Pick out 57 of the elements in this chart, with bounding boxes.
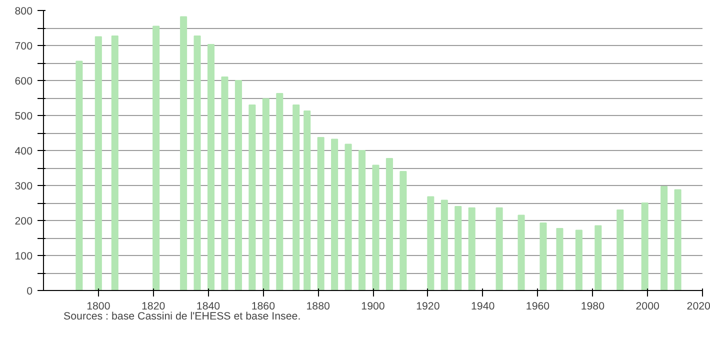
bar (358, 150, 366, 290)
y-tick-label: 300 (14, 180, 33, 192)
y-tick-label: 400 (14, 146, 33, 158)
x-tick-label: 1880 (306, 300, 330, 312)
x-tick-label: 1900 (361, 300, 385, 312)
bar (180, 16, 188, 290)
bar (262, 98, 270, 290)
bar (221, 76, 228, 290)
bar (468, 207, 476, 290)
bar (372, 164, 380, 290)
bar (194, 36, 201, 290)
y-tick-label: 500 (14, 110, 33, 122)
bar (674, 189, 682, 290)
bar (76, 60, 83, 290)
bar (641, 202, 648, 290)
bar (248, 104, 256, 290)
y-tick-label: 100 (14, 250, 33, 262)
bar (518, 214, 525, 290)
y-tick-label: 800 (14, 6, 33, 18)
y-tick-label: 600 (14, 76, 33, 88)
x-tick-label: 2000 (636, 300, 660, 312)
y-tick-label: 0 (26, 286, 33, 298)
bar (317, 137, 324, 290)
bar (94, 36, 102, 290)
x-tick-label: 1840 (196, 300, 220, 312)
bar (344, 144, 352, 290)
bar (594, 225, 602, 290)
bar (292, 104, 300, 290)
bar (575, 230, 582, 290)
x-tick-label: 2020 (686, 300, 710, 312)
bar (400, 171, 407, 290)
x-tick-label: 1980 (580, 300, 605, 312)
x-tick-label: 1800 (86, 300, 110, 312)
bar (207, 44, 215, 290)
bar (616, 210, 624, 290)
bar (111, 36, 118, 290)
bar (440, 200, 448, 290)
bar (386, 158, 393, 290)
x-tick-label: 1820 (141, 300, 166, 312)
bar (152, 26, 160, 290)
bar (454, 206, 462, 290)
bar (556, 228, 564, 290)
x-tick-label: 1940 (470, 300, 495, 312)
source-note: Sources : base Cassini de l'EHESS et base Insee. (64, 310, 301, 322)
bar (304, 110, 311, 290)
y-tick-label: 200 (14, 216, 33, 228)
x-tick-label: 1860 (251, 300, 276, 312)
bar (331, 138, 338, 290)
x-tick-label: 1920 (416, 300, 440, 312)
y-tick-label: 700 (14, 40, 33, 52)
x-tick-label: 1960 (526, 300, 550, 312)
bar (660, 186, 668, 290)
bar (276, 92, 284, 290)
bar (427, 196, 434, 290)
bar (234, 80, 242, 290)
bar (540, 222, 547, 290)
bar (496, 207, 503, 290)
